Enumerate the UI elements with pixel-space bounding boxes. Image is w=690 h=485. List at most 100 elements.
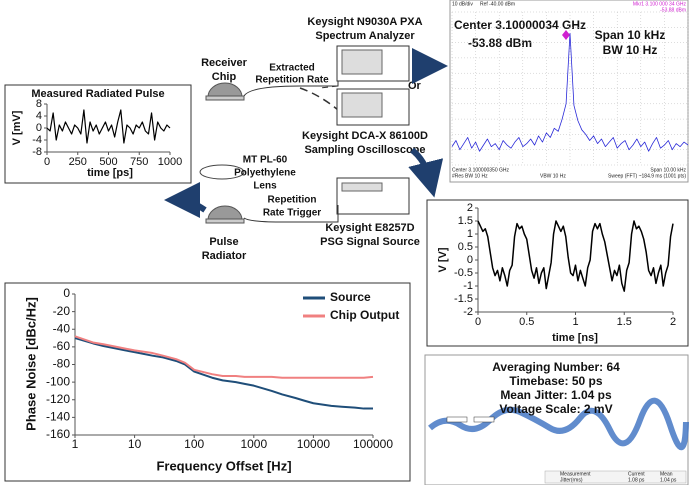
- x-tick-label: 1: [572, 316, 578, 328]
- receiver-chip: [207, 82, 243, 98]
- y-tick-label: -8: [32, 146, 42, 158]
- annotation: Center 3.10000034 GHz: [454, 18, 586, 32]
- label: Rate Trigger: [263, 208, 321, 219]
- label: Keysight N9030A PXA: [307, 16, 422, 28]
- label: Keysight E8257D: [325, 222, 414, 234]
- pulse-title: Measured Radiated Pulse: [31, 88, 164, 100]
- x-tick-label: 10000: [297, 437, 331, 451]
- dca-text: Averaging Number: 64: [492, 360, 620, 374]
- table-header: Mean: [660, 471, 673, 477]
- y-tick-label: -80: [53, 357, 71, 371]
- x-tick-label: 0: [44, 156, 50, 168]
- pulse-xlabel: time [ps]: [87, 167, 133, 179]
- x-tick-label: 750: [130, 156, 148, 168]
- label: Extracted: [269, 63, 315, 74]
- y-tick-label: -20: [53, 304, 71, 318]
- label: Or: [408, 80, 422, 92]
- instrument-screen: [341, 92, 383, 118]
- x-tick-label: 500: [99, 156, 117, 168]
- label: Chip: [212, 71, 237, 83]
- dca-screen: [424, 354, 689, 485]
- screen-text: VBW 10 Hz: [540, 173, 566, 179]
- x-tick-label: 1.5: [617, 316, 632, 328]
- x-tick-label: 100: [184, 437, 204, 451]
- chip-base: [205, 218, 245, 224]
- marker-diamond: [562, 30, 570, 40]
- screen-text: Center 3.100000350 GHz: [452, 167, 509, 173]
- scope-ylabel: V [V]: [437, 247, 449, 272]
- annotation: Span 10 kHz: [595, 28, 666, 42]
- cable: [243, 70, 339, 97]
- label: Lens: [253, 181, 277, 192]
- label: Repetition: [268, 195, 317, 206]
- y-tick-label: 0: [63, 286, 70, 300]
- cable: [299, 87, 339, 111]
- pulse-radiator: [207, 205, 243, 221]
- y-tick-label: 1.5: [458, 215, 473, 227]
- label: Keysight DCA-X 86100D: [302, 130, 428, 142]
- y-tick-label: -1: [463, 280, 473, 292]
- y-tick-label: 0: [36, 122, 42, 134]
- x-tick-label: 0: [475, 316, 481, 328]
- instrument-screen: [341, 182, 383, 192]
- y-tick-label: -60: [53, 339, 71, 353]
- x-tick-label: 1000: [240, 437, 267, 451]
- screen-text: Span 10.00 kHz: [650, 167, 686, 173]
- label: Polyethylene: [234, 168, 296, 179]
- y-tick-label: 0.5: [458, 241, 473, 253]
- dca-text: Mean Jitter: 1.04 ps: [500, 388, 612, 402]
- data-line: [74, 335, 374, 379]
- label: PSG Signal Source: [320, 236, 420, 248]
- y-tick-label: 2: [467, 202, 473, 214]
- phase-xlabel: Frequency Offset [Hz]: [156, 458, 291, 473]
- y-tick-label: -140: [46, 410, 70, 424]
- y-tick-label: -120: [46, 392, 70, 406]
- y-tick-label: 4: [36, 110, 42, 122]
- x-tick-label: 250: [69, 156, 87, 168]
- table-cell: Jitter(rms): [560, 477, 583, 483]
- x-tick-label: 2: [670, 316, 676, 328]
- cable: [319, 85, 339, 89]
- data-line: [451, 32, 689, 152]
- label: Receiver: [201, 57, 248, 69]
- label: Sampling Oscilloscope: [304, 144, 425, 156]
- y-tick-label: -0.5: [454, 267, 473, 279]
- instrument-screen: [341, 49, 383, 75]
- arrow: [408, 147, 444, 198]
- scope-xlabel: time [ns]: [552, 332, 598, 344]
- data-line: [46, 109, 171, 144]
- cable: [243, 205, 339, 223]
- dca-table: [544, 470, 687, 484]
- y-tick-label: -2: [463, 306, 473, 318]
- x-tick-label: 1: [72, 437, 79, 451]
- marker-box: [473, 416, 495, 423]
- y-tick-label: -100: [46, 374, 70, 388]
- screen-text: Mkr1 3.100 000 34 GHz: [633, 1, 687, 7]
- y-tick-label: 0: [467, 254, 473, 266]
- pulse-box: [4, 84, 192, 184]
- annotation: -53.88 dBm: [468, 36, 532, 50]
- arrow: [164, 182, 207, 219]
- label: Radiator: [202, 250, 247, 262]
- screen-text: #Res BW 10 Hz: [452, 173, 488, 179]
- x-tick-label: 10: [128, 437, 142, 451]
- y-tick-label: 8: [36, 98, 42, 110]
- label: Spectrum Analyzer: [315, 30, 415, 42]
- x-tick-label: 0.5: [519, 316, 534, 328]
- screen-text: Sweep (FFT) ~184.9 ms (1001 pts): [608, 173, 686, 179]
- annotation: BW 10 Hz: [603, 43, 658, 57]
- y-tick-label: -1.5: [454, 293, 473, 305]
- lens: [199, 164, 245, 180]
- table-header: Current: [628, 471, 645, 477]
- chip-base: [205, 95, 245, 101]
- y-tick-label: -40: [53, 321, 71, 335]
- data-line: [74, 337, 373, 410]
- legend-label: Source: [330, 290, 371, 304]
- x-tick-label: 1000: [158, 156, 182, 168]
- table-cell: 1.04 ps: [660, 477, 677, 483]
- label: Repetition Rate: [255, 75, 329, 86]
- x-tick-label: 100000: [353, 437, 393, 451]
- waveform: [428, 397, 689, 451]
- y-tick-label: -4: [32, 134, 42, 146]
